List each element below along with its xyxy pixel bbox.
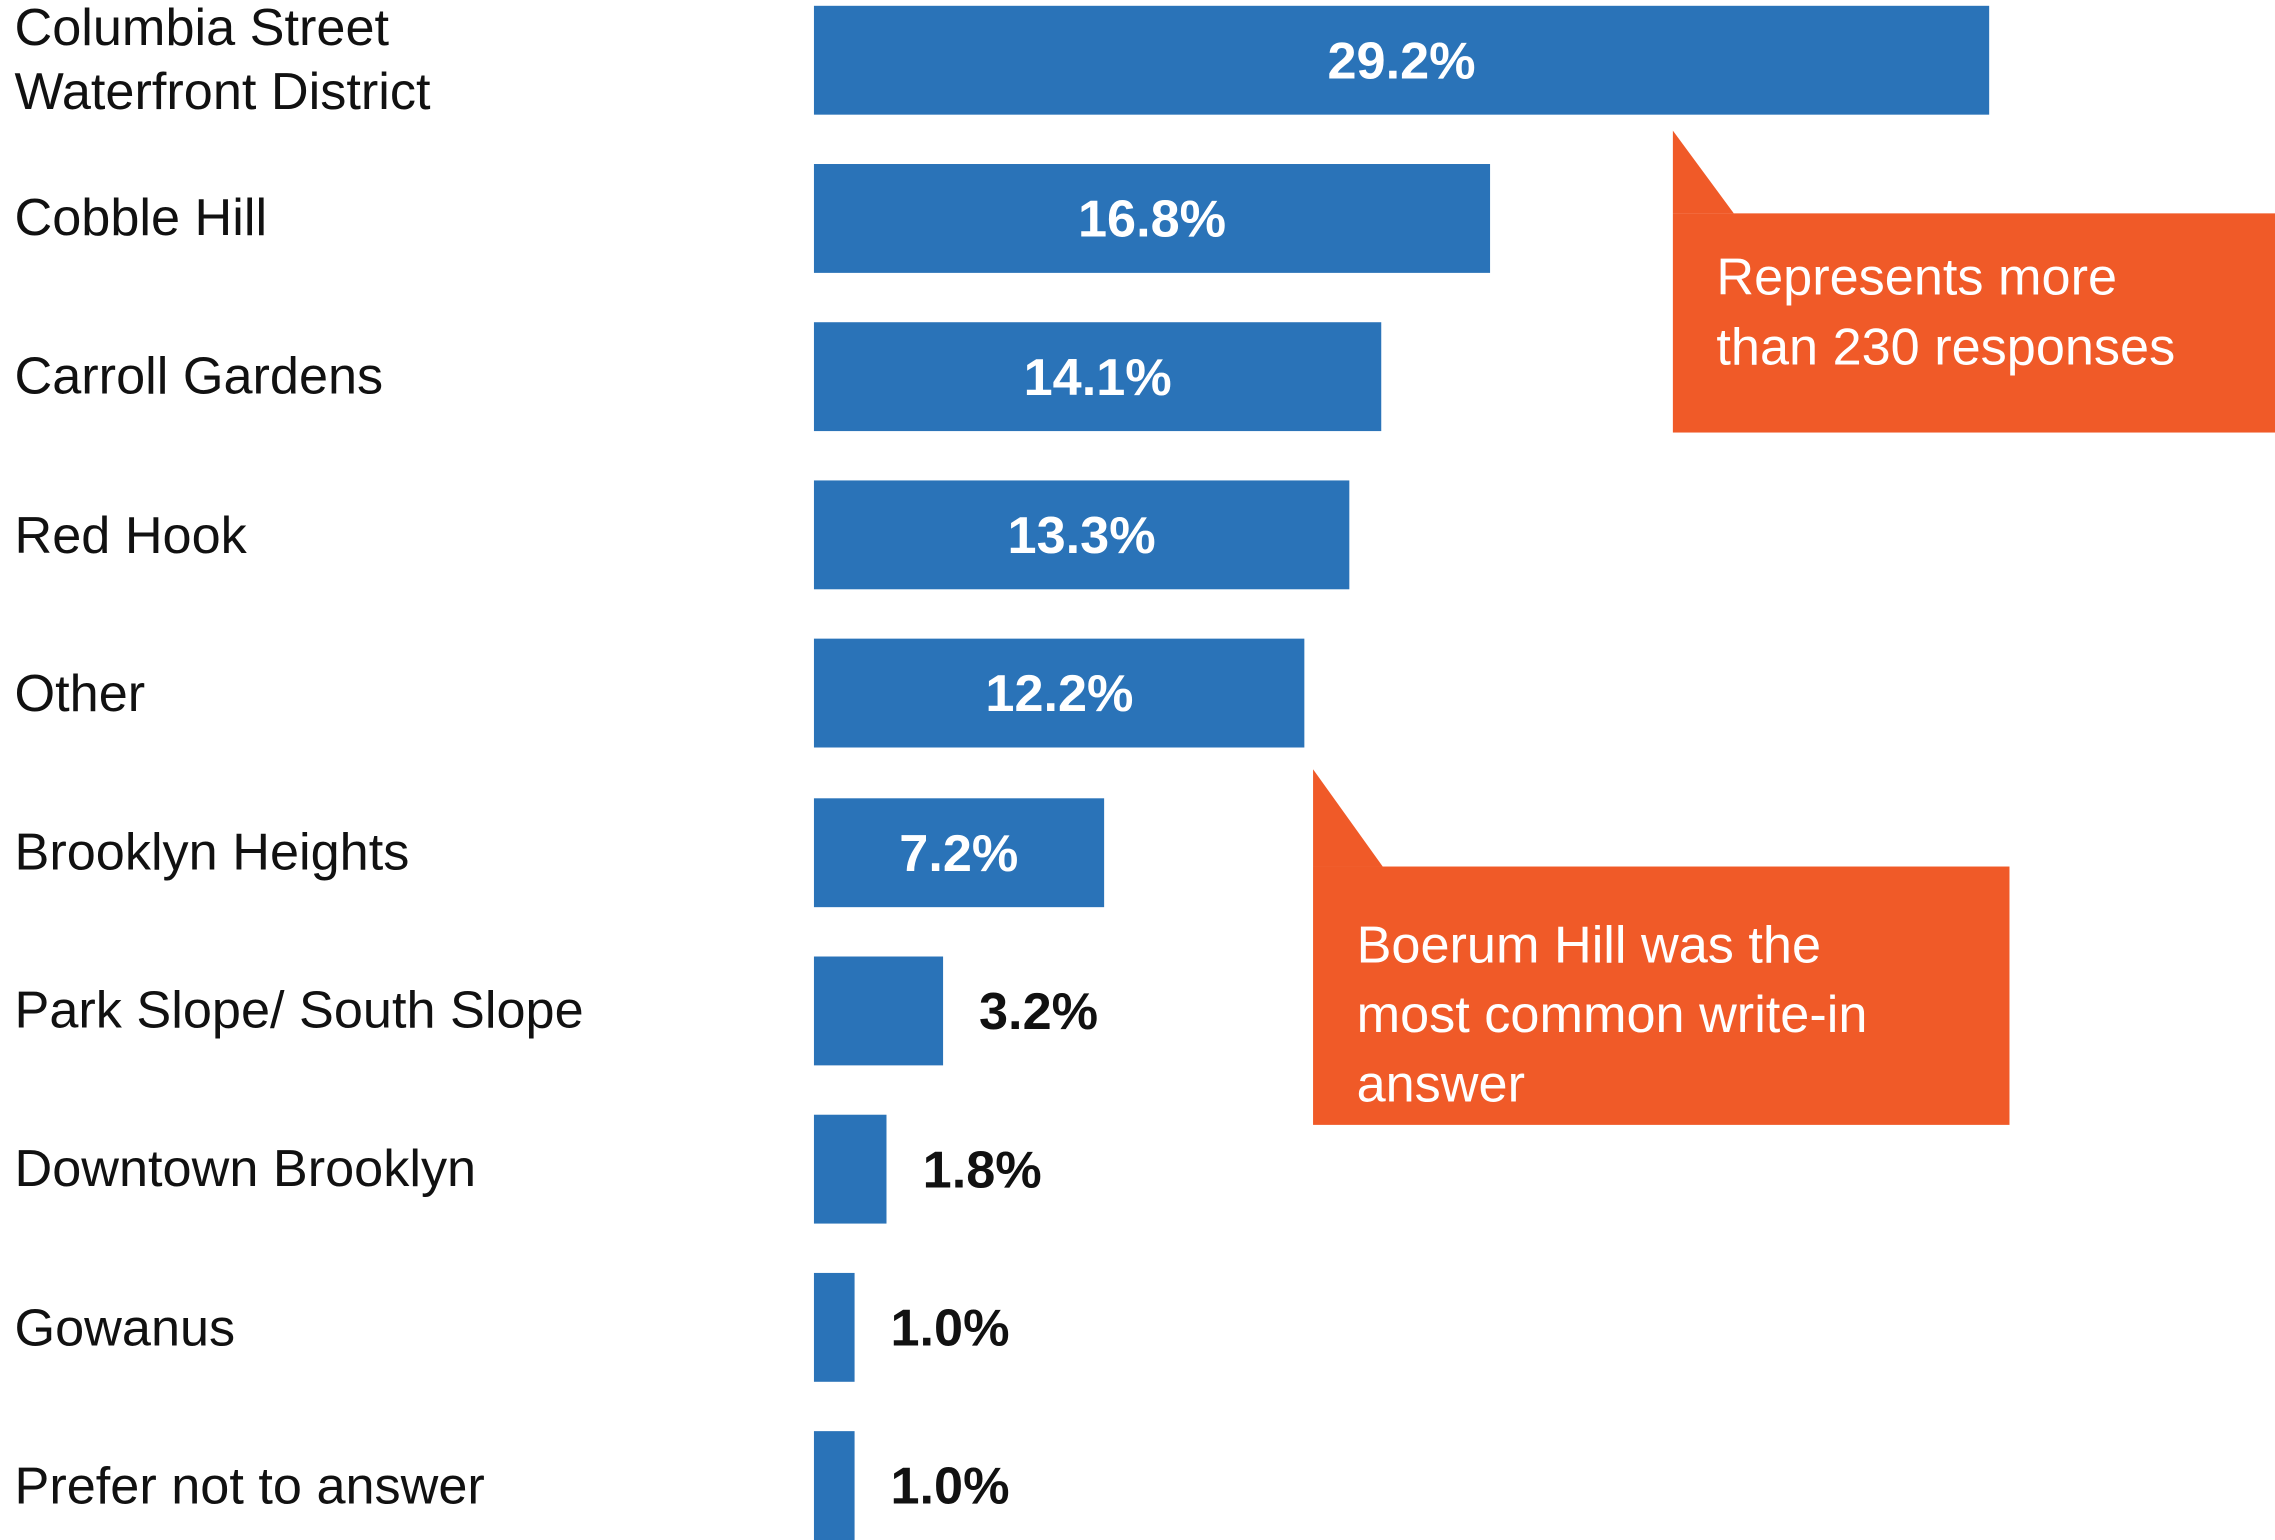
category-label: Cobble Hill — [14, 187, 268, 248]
bar — [813, 1114, 887, 1224]
bar — [813, 1431, 855, 1540]
bar — [813, 5, 1990, 114]
bar — [813, 322, 1382, 431]
value-label: 3.2% — [979, 980, 1099, 1041]
value-label: 14.1% — [1023, 346, 1172, 407]
category-label: Gowanus — [14, 1297, 236, 1357]
value-label: 1.8% — [922, 1139, 1042, 1199]
category-label: Downtown Brooklyn — [14, 1138, 477, 1199]
bar — [813, 956, 943, 1065]
category-label: Other — [14, 663, 146, 723]
callout-pointer — [1313, 769, 1383, 867]
value-label: 1.0% — [890, 1456, 1010, 1516]
bar — [813, 639, 1305, 748]
annotation-text: Boerum Hill was the most common write-in… — [1356, 914, 1868, 1114]
bar — [813, 480, 1350, 590]
category-label: Prefer not to answer — [14, 1455, 485, 1516]
bar — [813, 163, 1491, 273]
category-label: Park Slope/ South Slope — [14, 980, 584, 1040]
category-label: Columbia Street Waterfront District — [14, 0, 431, 121]
value-label: 7.2% — [899, 822, 1019, 882]
category-label: Brooklyn Heights — [14, 821, 410, 882]
value-label: 16.8% — [1077, 188, 1227, 248]
bar — [813, 1273, 855, 1382]
bar — [813, 797, 1104, 907]
value-label: 12.2% — [985, 663, 1134, 724]
value-label: 13.3% — [1007, 505, 1156, 565]
annotation-box — [1672, 213, 2275, 433]
value-label: 29.2% — [1327, 29, 1476, 90]
annotation-box — [1313, 866, 2010, 1125]
category-label: Carroll Gardens — [14, 346, 384, 406]
callout-pointer — [1672, 130, 1734, 214]
annotation-text: Represents more than 230 responses — [1716, 246, 2176, 376]
category-label: Red Hook — [14, 504, 247, 565]
value-label: 1.0% — [890, 1297, 1010, 1358]
